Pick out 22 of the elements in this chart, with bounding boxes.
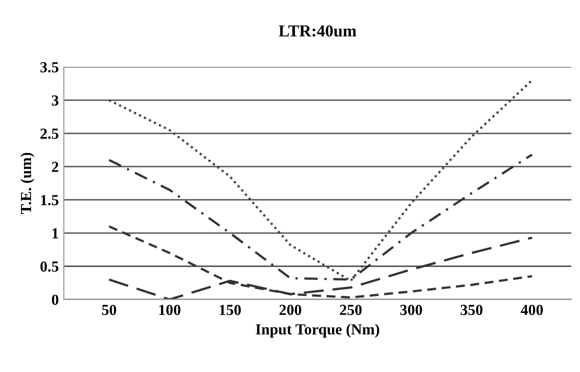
x-tick-label: 50 [102,304,116,316]
x-tick-label: 150 [220,304,241,316]
x-tick-label: 200 [280,304,302,316]
x-tick-label: 250 [340,304,362,316]
x-tick-label: 400 [520,304,543,316]
y-tick-label: 2 [52,162,58,172]
line-series [108,154,534,281]
x-axis-title: Input Torque (Nm) [256,324,380,338]
x-tick-label: 350 [460,304,482,316]
y-tick-label: 0.5 [40,261,58,272]
line-series [108,225,534,299]
y-axis-title: T.E. (um) [20,152,34,214]
line-series [108,79,534,282]
x-tick-label: 300 [400,304,422,316]
chart-title: LTR:40um [278,25,356,37]
y-tick-label: 0 [52,294,58,305]
y-tick-label: 2.5 [40,128,58,139]
y-tick-label: 1.5 [41,195,58,206]
y-tick-label: 3.5 [40,62,58,72]
y-tick-label: 1 [52,228,58,238]
x-tick-label: 100 [159,304,180,316]
y-tick-label: 3 [52,95,58,106]
